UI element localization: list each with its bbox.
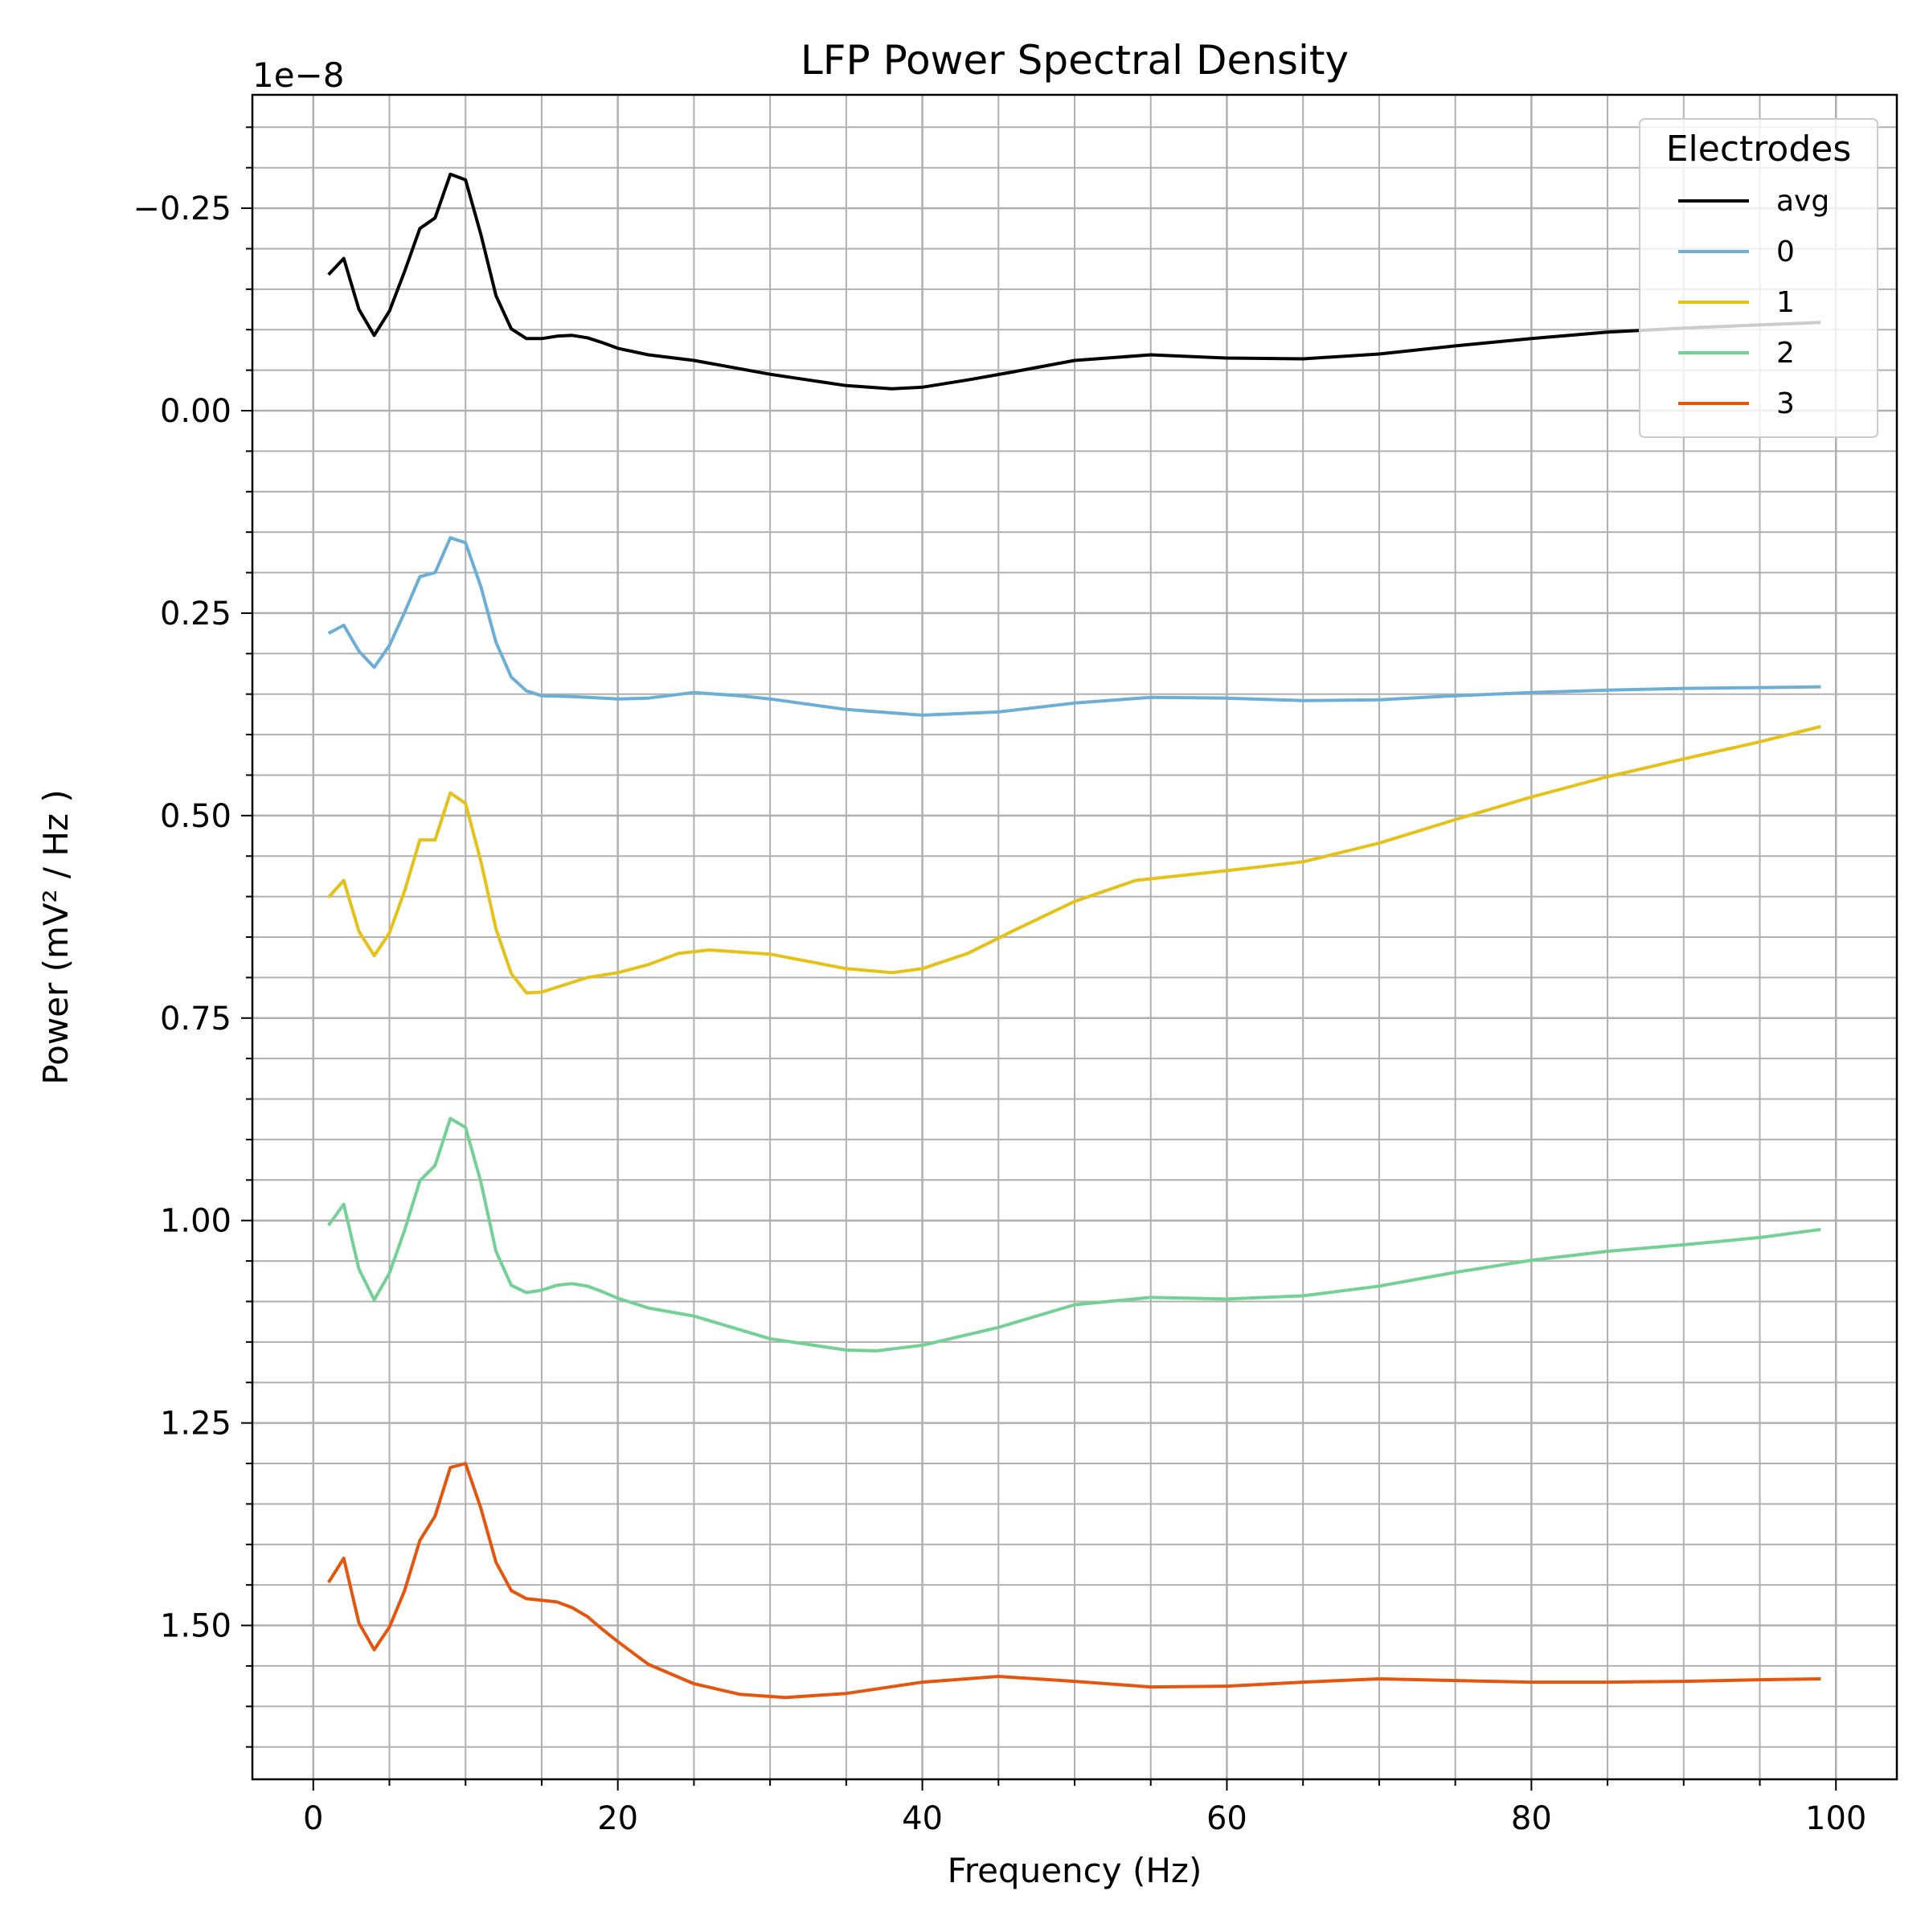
y-offset-label: 1e−8 bbox=[252, 55, 344, 95]
y-tick-label: 0.50 bbox=[160, 798, 231, 835]
x-tick-label: 40 bbox=[902, 1800, 943, 1837]
ticks-layer: 0 20 40 60 80 100−0.250.000.250.500.751.001.2… bbox=[133, 126, 1866, 1837]
lines-layer bbox=[327, 172, 1821, 1700]
legend-label-3: 3 bbox=[1776, 387, 1795, 420]
legend-label-2: 2 bbox=[1776, 337, 1795, 370]
legend-box bbox=[1639, 118, 1878, 438]
series-line-3 bbox=[327, 1462, 1821, 1700]
series-line-2 bbox=[327, 1116, 1821, 1353]
x-tick-label: 20 bbox=[597, 1800, 638, 1837]
series-line-0 bbox=[327, 536, 1821, 717]
legend-title: Electrodes bbox=[1666, 129, 1852, 170]
legend-label-avg: avg bbox=[1776, 185, 1829, 218]
x-tick-label: 100 bbox=[1805, 1800, 1866, 1837]
legend-label-1: 1 bbox=[1776, 286, 1795, 319]
x-tick-label: 60 bbox=[1206, 1800, 1247, 1837]
y-tick-label: 0.25 bbox=[160, 596, 231, 632]
y-axis-label: Power (mV² / Hz ) bbox=[36, 789, 76, 1084]
x-axis-label: Frequency (Hz) bbox=[948, 1851, 1202, 1890]
x-tick-label: 80 bbox=[1511, 1800, 1552, 1837]
series-line-avg bbox=[327, 172, 1821, 391]
y-tick-label: 0.00 bbox=[160, 393, 231, 430]
y-tick-label: 1.50 bbox=[160, 1608, 231, 1645]
y-tick-label: 0.75 bbox=[160, 1001, 231, 1038]
x-tick-label: 0 bbox=[303, 1800, 323, 1837]
legend-label-0: 0 bbox=[1776, 235, 1795, 268]
chart-title: LFP Power Spectral Density bbox=[801, 37, 1349, 84]
y-tick-label: −0.25 bbox=[133, 190, 231, 227]
legend: Electrodes avg 0 1 2 3 bbox=[1639, 118, 1878, 438]
y-tick-label: 1.00 bbox=[160, 1203, 231, 1240]
series-line-1 bbox=[327, 725, 1821, 995]
y-tick-label: 1.25 bbox=[160, 1406, 231, 1443]
